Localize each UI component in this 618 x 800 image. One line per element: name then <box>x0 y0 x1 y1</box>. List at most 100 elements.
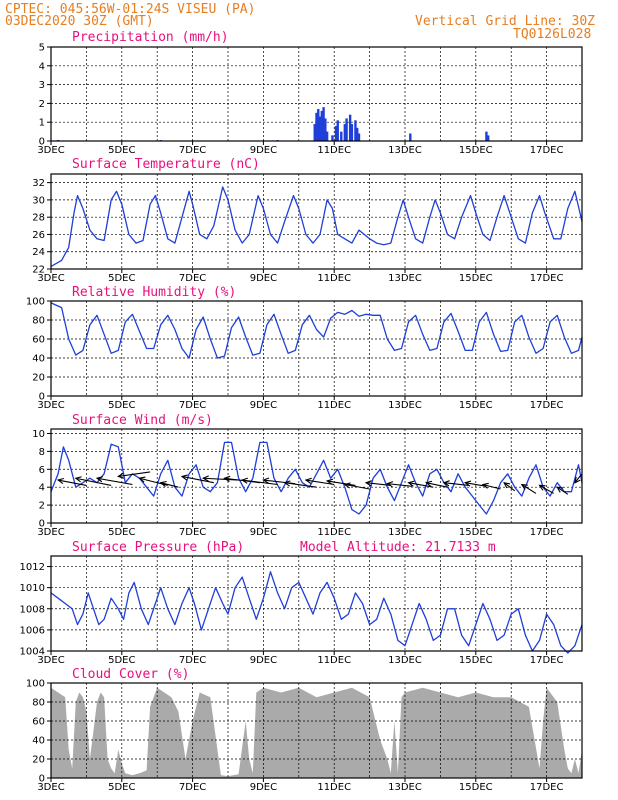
pres-model-altitude: Model Altitude: 21.7133 m <box>300 540 496 555</box>
wind-arrow-shaft <box>426 482 448 488</box>
cloud-ytick-label: 0 <box>39 774 45 785</box>
rh-frame <box>50 300 583 397</box>
wind-arrow-head <box>556 486 564 493</box>
cloud-xtick-label: 13DEC <box>388 782 422 793</box>
precip-xtick-label: 15DEC <box>459 145 493 156</box>
wind-arrow-head <box>240 477 249 484</box>
temp-xtick-label: 3DEC <box>37 273 64 284</box>
header-grid-note: Vertical Grid Line: 30Z <box>415 14 595 29</box>
precip-bar <box>486 135 490 141</box>
pres-xtick-label: 3DEC <box>37 655 64 666</box>
wind-arrow-shaft <box>160 482 179 488</box>
wind-arrow-head <box>481 482 489 489</box>
precip-bar <box>325 131 329 141</box>
wind-ytick-label: 10 <box>32 429 45 440</box>
cloud-xtick-label: 5DEC <box>108 782 135 793</box>
precip-bar <box>348 114 352 141</box>
rh-xtick-label: 13DEC <box>388 400 422 411</box>
wind-arrow-head <box>442 480 450 487</box>
temp-xtick-label: 7DEC <box>179 273 206 284</box>
cloud-title: Cloud Cover (%) <box>72 667 189 682</box>
cloud-xtick-label: 7DEC <box>179 782 206 793</box>
wind-arrow-shaft <box>284 482 317 488</box>
cloud-ytick-label: 80 <box>32 698 45 709</box>
wind-xtick-label: 13DEC <box>388 527 422 538</box>
pres-xtick-label: 15DEC <box>459 655 493 666</box>
rh-xtick-label: 3DEC <box>37 400 64 411</box>
temp-xtick-label: 11DEC <box>317 273 351 284</box>
temp-frame <box>50 173 583 270</box>
wind-xtick-label: 15DEC <box>459 527 493 538</box>
precip-bar <box>340 131 343 141</box>
precip-bar <box>354 120 357 141</box>
cloud-ytick-label: 100 <box>26 679 45 690</box>
header-agency-coords: CPTEC: 045:56W-01:24S VISEU (PA) <box>5 2 255 17</box>
rh-xtick-label: 9DEC <box>250 400 277 411</box>
wind-arrow-head <box>56 477 65 485</box>
wind-arrow-shaft <box>556 486 569 495</box>
precip-bar <box>334 125 338 141</box>
wind-arrow-head <box>201 475 209 482</box>
pres-ytick-label: 1006 <box>20 625 45 636</box>
wind-arrow-head <box>95 476 103 483</box>
cloud-frame <box>50 682 583 779</box>
precip-bar <box>317 109 320 141</box>
temp-ytick-label: 32 <box>32 178 45 189</box>
wind-arrow-shaft <box>465 482 487 487</box>
wind-arrow-head <box>138 476 146 483</box>
wind-title: Surface Wind (m/s) <box>72 413 213 428</box>
rh-ytick-label: 100 <box>26 297 45 308</box>
cloud-xtick-label: 17DEC <box>530 782 564 793</box>
wind-arrow-head <box>343 482 351 489</box>
rh-xtick-label: 17DEC <box>530 400 564 411</box>
precip-bar <box>336 120 339 141</box>
temp-xtick-label: 9DEC <box>250 273 277 284</box>
wind-arrow-head <box>283 480 291 487</box>
temp-xtick-label: 5DEC <box>108 273 135 284</box>
wind-arrow-head <box>520 483 528 490</box>
precip-title: Precipitation (mm/h) <box>72 30 229 45</box>
pres-xtick-label: 9DEC <box>250 655 277 666</box>
temp-ytick-label: 22 <box>32 265 45 276</box>
wind-arrow-head <box>262 477 270 484</box>
pres-ytick-label: 1004 <box>20 647 45 658</box>
pres-xtick-label: 13DEC <box>388 655 422 666</box>
wind-arrow-head <box>159 480 167 487</box>
precip-bar <box>322 107 325 141</box>
rh-xtick-label: 15DEC <box>459 400 493 411</box>
pres-line <box>50 571 583 654</box>
pres-xtick-label: 11DEC <box>317 655 351 666</box>
cloud-xtick-label: 11DEC <box>317 782 351 793</box>
wind-arrow-head <box>74 476 82 483</box>
wind-arrow-head <box>386 481 394 488</box>
pres-ytick-label: 1012 <box>20 562 45 573</box>
wind-arrow-shaft <box>408 482 434 488</box>
pres-xtick-label: 7DEC <box>179 655 206 666</box>
wind-arrow-head <box>425 480 433 487</box>
pres-ytick-label: 1010 <box>20 583 45 594</box>
wind-xtick-label: 9DEC <box>250 527 277 538</box>
rh-xtick-label: 5DEC <box>108 400 135 411</box>
header-model-id: TQ0126L028 <box>513 27 591 42</box>
cloud-area <box>51 687 582 778</box>
wind-arrow-shaft <box>344 483 370 490</box>
wind-arrow-head <box>574 476 581 484</box>
wind-arrow-shaft <box>503 482 516 492</box>
precip-bar <box>313 124 316 141</box>
temp-xtick-label: 17DEC <box>530 273 564 284</box>
precip-ytick-label: 5 <box>39 43 45 54</box>
temp-ytick-label: 24 <box>32 247 45 258</box>
wind-arrow-shaft <box>57 479 87 486</box>
wind-arrow-head <box>503 481 511 489</box>
pres-xtick-label: 5DEC <box>108 655 135 666</box>
wind-arrow-shaft <box>482 483 501 490</box>
wind-arrow-shaft <box>327 480 356 486</box>
cloud-xtick-label: 9DEC <box>250 782 277 793</box>
pres-ytick-label: 1008 <box>20 604 45 615</box>
cloud-ytick-label: 20 <box>32 755 45 766</box>
pres-xtick-label: 17DEC <box>530 655 564 666</box>
precip-xtick-label: 17DEC <box>530 145 564 156</box>
precip-bar <box>320 110 324 141</box>
wind-ytick-label: 4 <box>39 483 45 494</box>
wind-frame <box>50 428 583 524</box>
